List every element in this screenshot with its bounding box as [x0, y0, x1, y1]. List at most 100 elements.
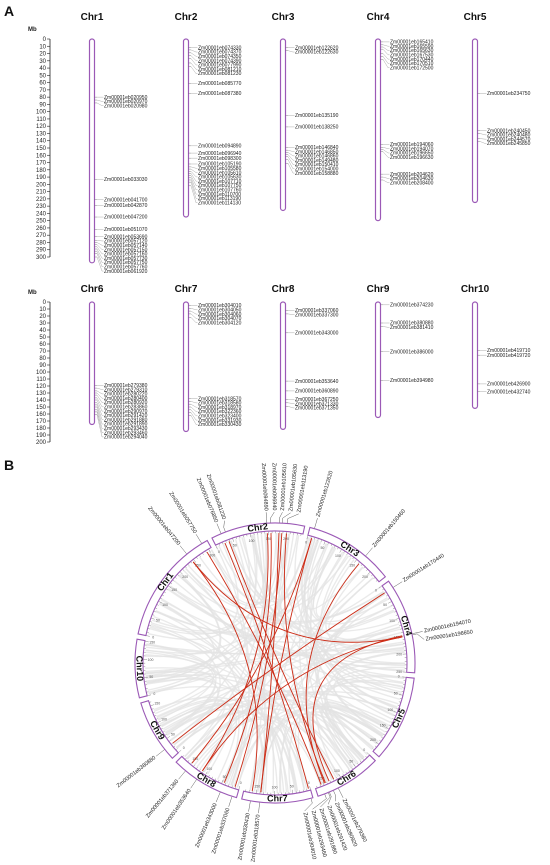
circos-label-leader — [248, 801, 251, 812]
gene-label: Zm00001eb245850 — [487, 141, 531, 147]
circos-tick — [231, 785, 233, 788]
gene-leader-line — [287, 50, 295, 53]
circos-plot: 0 50 100 150 200 250 300 Chr10 50 100 150 200 Chr2 0 5… — [116, 463, 473, 863]
circos-gene-label: Zm00001eb318570 — [251, 814, 262, 862]
scale-tick-label: 160 — [36, 412, 47, 418]
circos-tick — [383, 734, 386, 736]
circos-tick — [386, 595, 388, 597]
circos-tick-label: 100 — [335, 554, 341, 558]
circos-tick — [385, 727, 389, 730]
circos-label-leader — [282, 512, 291, 523]
circos-tick — [193, 559, 196, 563]
gene-label: Zm00001eb426900 — [487, 382, 531, 388]
syntenic-link — [145, 602, 215, 679]
circos-tick — [222, 542, 224, 545]
gene-leader-line — [190, 401, 198, 404]
syntenic-link — [314, 592, 385, 778]
circos-label-leader — [333, 790, 336, 802]
gene-label: Zm00001eb240480 — [487, 133, 531, 139]
gene-label: Zm00001eb020980 — [104, 103, 148, 109]
circos-label-leader — [190, 779, 197, 789]
gene-label: Zm00001eb053690 — [104, 234, 148, 240]
circos-tick — [157, 604, 159, 606]
syntenic-link — [338, 643, 406, 665]
circos-tick-label: 200 — [182, 575, 188, 579]
duplication-link — [224, 542, 309, 789]
syntenic-link — [300, 537, 403, 641]
gene-label: Zm00001eb105190 — [198, 162, 242, 168]
circos-tick — [352, 557, 354, 560]
gene-label: Zm00001eb394980 — [390, 378, 434, 384]
circos-tick — [382, 588, 384, 591]
duplication-link — [192, 561, 403, 643]
circos-tick-label: 50 — [223, 775, 227, 779]
gene-leader-line — [287, 163, 295, 174]
circos-tick — [235, 786, 237, 789]
gene-label: Zm00001eb107750 — [198, 183, 242, 189]
gene-label: Zm00001eb194070 — [390, 146, 434, 152]
gene-label: Zm00001eb146840 — [295, 145, 339, 151]
circos-tick — [392, 608, 395, 610]
circos-tick — [336, 777, 338, 779]
circos-tick — [205, 551, 207, 553]
circos-tick-label: 100 — [249, 539, 255, 543]
gene-label: Zm00001eb051070 — [104, 227, 148, 233]
circos-label-leader — [320, 792, 331, 808]
chromosome-title: Chr1 — [81, 12, 104, 23]
gene-label: Zm00001eb138250 — [295, 125, 339, 131]
scale-tick-label: 170 — [36, 419, 47, 425]
duplication-link — [206, 551, 322, 785]
chromosome-chr9: Chr9Zm00001eb374230Zm00001eb380880Zm0000… — [367, 284, 434, 419]
gene-leader-line — [96, 392, 104, 399]
duplication-link — [228, 541, 335, 780]
gene-leader-line — [382, 56, 390, 64]
panel-label-b: B — [4, 457, 14, 473]
gene-label: Zm00001eb304060 — [198, 312, 242, 318]
circos-tick — [185, 757, 187, 760]
scale-tick-label: 120 — [36, 124, 47, 130]
circos-label-leader — [314, 518, 318, 529]
gene-label: Zm00001eb061920 — [104, 269, 148, 275]
circos-tick-label: 50 — [383, 603, 387, 607]
gene-label: Zm00001eb291880 — [104, 417, 148, 423]
scale-tick-label: 200 — [36, 440, 47, 446]
gene-label: Zm00001eb290970 — [104, 409, 148, 415]
circos-tick — [354, 559, 357, 563]
circos-label-leader — [327, 792, 332, 805]
duplication-link — [234, 533, 283, 787]
circos-tick-label: 0 — [183, 746, 185, 750]
circos-chromosome-label: Chr2 — [247, 521, 269, 534]
gene-label: Zm00001eb208400 — [390, 180, 434, 186]
scale-tick-label: 190 — [36, 175, 47, 181]
syntenic-link — [184, 573, 371, 757]
syntenic-link — [306, 566, 364, 783]
circos-tick — [330, 544, 332, 547]
syntenic-link — [155, 610, 401, 644]
scale-tick-label: 230 — [36, 204, 47, 210]
gene-leader-line — [287, 313, 295, 315]
circos-tick-label: 150 — [318, 777, 324, 781]
circos-label-leader — [156, 749, 165, 757]
gene-label: Zm00001eb146850 — [295, 149, 339, 155]
circos-tick — [399, 694, 403, 696]
gene-leader-line — [190, 317, 198, 323]
circos-tick — [232, 538, 234, 542]
circos-label-leader — [216, 523, 222, 534]
gene-label: Zm00001eb081210 — [198, 67, 242, 73]
circos-tick — [168, 585, 172, 589]
scale-tick-label: 140 — [36, 139, 47, 145]
circos-tick-label: 150 — [254, 784, 260, 788]
scale-tick-label: 20 — [39, 314, 46, 320]
gene-leader-line — [96, 102, 104, 106]
syntenic-link — [169, 555, 350, 619]
circos-label-leader — [338, 788, 344, 798]
circos-tick-label: 0 — [218, 550, 220, 554]
chromosome-chr4: Chr4Zm00001eb165410Zm00001eb165590Zm0000… — [367, 12, 434, 222]
gene-leader-line — [190, 185, 198, 203]
syntenic-link — [145, 627, 213, 655]
gene-label: Zm00001eb279310 — [104, 387, 148, 393]
circos-tick — [388, 601, 392, 604]
circos-tick — [211, 776, 213, 779]
circos-chromosome-arc — [211, 522, 306, 546]
